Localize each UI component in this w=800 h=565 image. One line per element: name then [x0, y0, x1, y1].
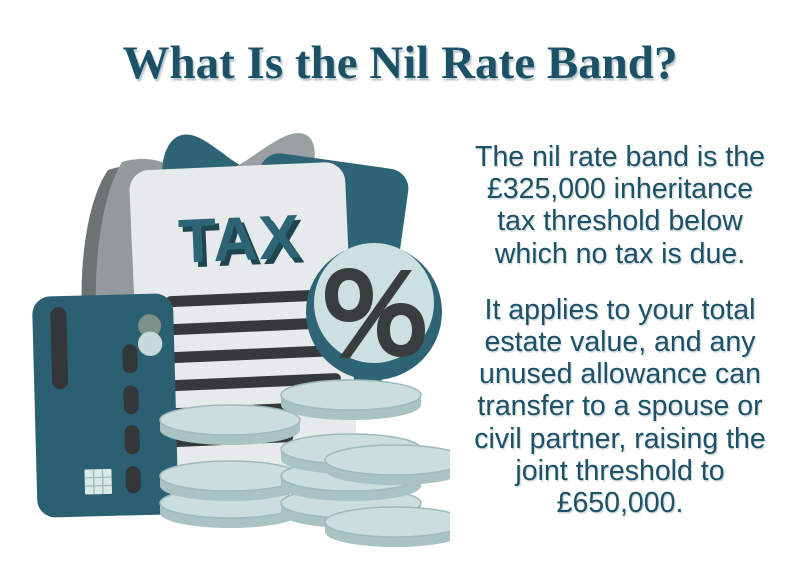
svg-text:TAX: TAX — [177, 202, 302, 276]
